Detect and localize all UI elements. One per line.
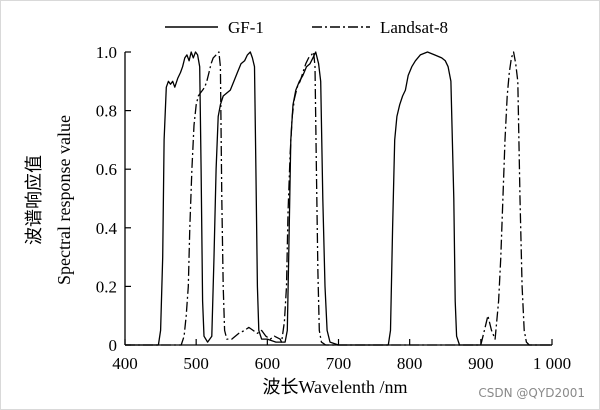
legend: GF-1 Landsat-8 <box>165 18 448 37</box>
y-tick-label-4: 0.8 <box>96 102 117 121</box>
x-tick-label-800: 800 <box>397 354 423 373</box>
x-tick-label-900: 900 <box>468 354 494 373</box>
watermark: CSDN @QYD2001 <box>478 386 585 400</box>
y-tick-label-3: 0.6 <box>96 160 117 179</box>
y-axis-title-en: Spectral response value <box>54 115 74 285</box>
y-tick-label-1: 0.2 <box>96 277 117 296</box>
x-axis-title: 波长Wavelenth /nm <box>262 377 407 397</box>
x-tick-label-1000: 1 000 <box>533 354 571 373</box>
series-lines <box>125 51 552 346</box>
x-tick-label-400: 400 <box>112 354 138 373</box>
x-tick-label-600: 600 <box>255 354 281 373</box>
legend-label-gf1: GF-1 <box>228 18 264 37</box>
y-axis-title: 波谱响应值 Spectral response value <box>24 115 74 285</box>
series-line-landsat8 <box>125 51 552 346</box>
series-line-gf1 <box>125 51 552 346</box>
y-ticks: 0 0.2 0.4 0.6 0.8 1.0 <box>96 43 131 355</box>
y-tick-label-2: 0.4 <box>96 219 118 238</box>
plot-area: 400 500 600 700 800 900 1 000 0 0.2 0.4 0.6 0.8 1.0 <box>96 43 571 373</box>
legend-label-landsat8: Landsat-8 <box>380 18 448 37</box>
x-tick-label-500: 500 <box>183 354 209 373</box>
y-tick-label-0: 0 <box>109 336 118 355</box>
y-tick-label-5: 1.0 <box>96 43 117 62</box>
y-axis-title-cn: 波谱响应值 <box>24 155 44 245</box>
x-tick-label-700: 700 <box>326 354 352 373</box>
x-ticks: 400 500 600 700 800 900 1 000 <box>112 339 571 373</box>
